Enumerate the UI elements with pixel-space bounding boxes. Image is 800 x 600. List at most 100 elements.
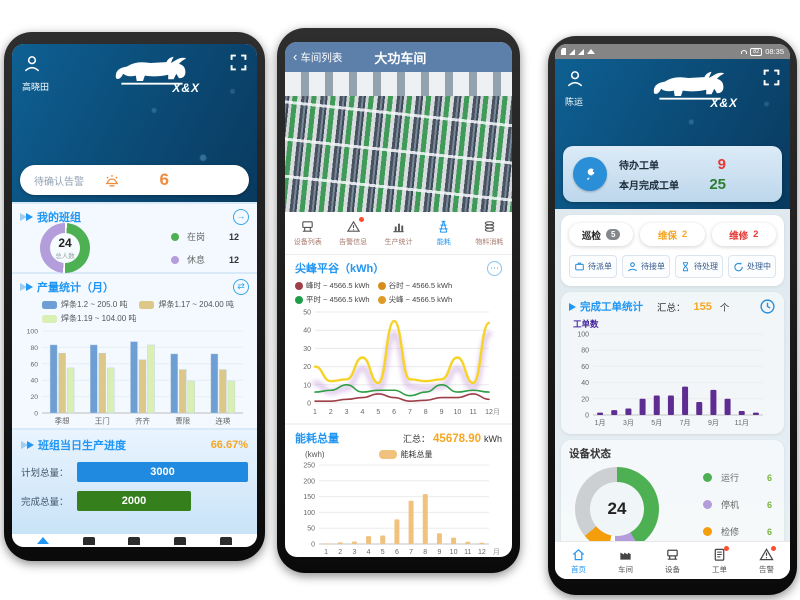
- svg-text:0: 0: [585, 413, 589, 420]
- nav-home[interactable]: 首页: [555, 542, 602, 579]
- svg-text:40: 40: [303, 328, 311, 335]
- device-list-icon: [302, 221, 313, 232]
- svg-text:12: 12: [485, 409, 493, 416]
- home-nav-icon[interactable]: [36, 537, 49, 544]
- hourglass-icon: [682, 262, 689, 272]
- workshop-photo: [285, 72, 512, 212]
- material-stack-icon: [484, 221, 495, 232]
- orders-bar-chart: 0 20 40 60 80 100 1月 3月 5月 7月 9月 11月: [569, 330, 776, 428]
- svg-text:曹限: 曹限: [175, 416, 190, 426]
- tab-device-list[interactable]: 设备列表: [285, 212, 330, 254]
- avatar-icon[interactable]: [22, 54, 74, 77]
- legend-item: 焊条1.19 ~ 104.00 吨: [42, 313, 136, 324]
- summary-unit: kWh: [484, 434, 502, 444]
- nav-icon[interactable]: [128, 537, 141, 545]
- nav-icon[interactable]: [220, 537, 233, 545]
- legend-dot: [377, 295, 386, 304]
- back-button[interactable]: ‹ 车间列表: [293, 49, 343, 64]
- svg-text:40: 40: [581, 380, 589, 387]
- svg-text:8: 8: [423, 549, 427, 556]
- clock-icon[interactable]: [759, 298, 776, 315]
- orders-title: 完成工单统计: [580, 301, 643, 313]
- scan-icon[interactable]: [230, 54, 247, 76]
- headset-icon: [741, 49, 748, 54]
- more-icon[interactable]: ⋯: [487, 260, 502, 276]
- legend-dot: [170, 255, 179, 264]
- nav-icon[interactable]: [82, 537, 95, 545]
- legend-dot: [295, 281, 303, 290]
- badge-dot: [724, 546, 729, 551]
- svg-text:20: 20: [30, 394, 38, 401]
- swap-icon[interactable]: ⇄: [233, 279, 249, 295]
- briefcase-icon: [575, 262, 584, 271]
- sim-icon: [561, 48, 566, 55]
- brand-text: X&X: [172, 81, 200, 95]
- todo-row: 本月完成工单 25: [619, 175, 726, 193]
- device-total: 24: [590, 482, 644, 536]
- legend-item: 焊条1.17 ~ 204.00 吨: [139, 299, 234, 310]
- alert-count: 6: [159, 170, 169, 189]
- action-to-accept[interactable]: 待接单: [622, 255, 670, 278]
- nav-workshop[interactable]: 车间: [602, 542, 649, 579]
- pill-repair[interactable]: 维修 2: [711, 223, 776, 246]
- svg-text:6: 6: [395, 549, 399, 556]
- svg-text:8: 8: [424, 409, 428, 416]
- tab-production-stats[interactable]: 生产统计: [376, 212, 421, 254]
- pill-maintenance[interactable]: 维保 2: [640, 223, 705, 246]
- legend-swatch: [139, 300, 155, 309]
- device-icon: [667, 549, 678, 560]
- sync-icon: [734, 262, 743, 272]
- svg-text:7月: 7月: [680, 419, 691, 427]
- svg-text:30: 30: [303, 346, 311, 353]
- signal-icon: [578, 48, 584, 55]
- done-label: 完成总量：: [21, 497, 69, 508]
- todo-card[interactable]: 待办工单 9 本月完成工单 25: [563, 146, 782, 202]
- svg-text:200: 200: [303, 478, 315, 485]
- svg-text:月: 月: [493, 408, 500, 416]
- home-icon: [572, 548, 585, 560]
- section-marker-icon: [21, 441, 28, 449]
- p3-bottom-nav: 首页 车间 设备 工单 告警: [555, 541, 790, 579]
- done-count: 25: [709, 175, 726, 193]
- team-section: 我的班组 → 24 总人数 在岗 12 休息 12: [12, 202, 257, 273]
- signal-icon: [569, 48, 575, 55]
- svg-text:250: 250: [303, 463, 315, 470]
- avatar-icon[interactable]: [565, 69, 617, 92]
- action-to-dispatch[interactable]: 待派单: [569, 255, 617, 278]
- alert-pill[interactable]: 待确认告警 6: [20, 165, 249, 195]
- svg-text:1: 1: [313, 409, 317, 416]
- svg-text:5月: 5月: [651, 419, 662, 427]
- tab-energy[interactable]: 能耗: [421, 212, 466, 254]
- tab-alarm-info[interactable]: 告警信息: [330, 212, 375, 254]
- tab-material[interactable]: 物料消耗: [467, 212, 512, 254]
- nav-alarms[interactable]: 告警: [743, 542, 790, 579]
- nav-icon[interactable]: [174, 537, 187, 545]
- todo-count: 9: [717, 155, 726, 173]
- svg-text:100: 100: [577, 332, 589, 339]
- action-pending[interactable]: 待处理: [675, 255, 723, 278]
- scan-icon[interactable]: [763, 69, 780, 91]
- legend-swatch: [42, 314, 57, 323]
- section-divider: [285, 423, 512, 425]
- battery-icon: 82: [750, 47, 763, 56]
- nav-work-orders[interactable]: 工单: [696, 542, 743, 579]
- svg-text:月: 月: [493, 548, 500, 556]
- pill-inspection[interactable]: 巡检 5: [569, 223, 634, 246]
- enter-circle-icon[interactable]: →: [233, 209, 249, 225]
- user-name: 高晓田: [22, 82, 50, 92]
- nav-devices[interactable]: 设备: [649, 542, 696, 579]
- action-processing[interactable]: 处理中: [728, 255, 776, 278]
- production-bar-chart: 0 20 40 60 80 100 季想 王门 齐齐 曹限 连瑛: [20, 326, 249, 426]
- count-badge: 2: [681, 229, 688, 240]
- alert-label: 待确认告警: [34, 176, 84, 188]
- svg-text:9: 9: [440, 409, 444, 416]
- svg-text:11月: 11月: [735, 419, 749, 427]
- svg-text:20: 20: [303, 364, 311, 371]
- svg-text:60: 60: [30, 361, 38, 368]
- bull-icon: [115, 56, 187, 85]
- device-legend: 运行 6 停机 6 检修 6: [702, 471, 772, 538]
- peak-valley-title: 尖峰平谷（kWh）: [295, 263, 385, 275]
- p2-header: ‹ 车间列表 大功车间: [285, 42, 512, 72]
- progress-title: 班组当日生产进度: [38, 440, 126, 452]
